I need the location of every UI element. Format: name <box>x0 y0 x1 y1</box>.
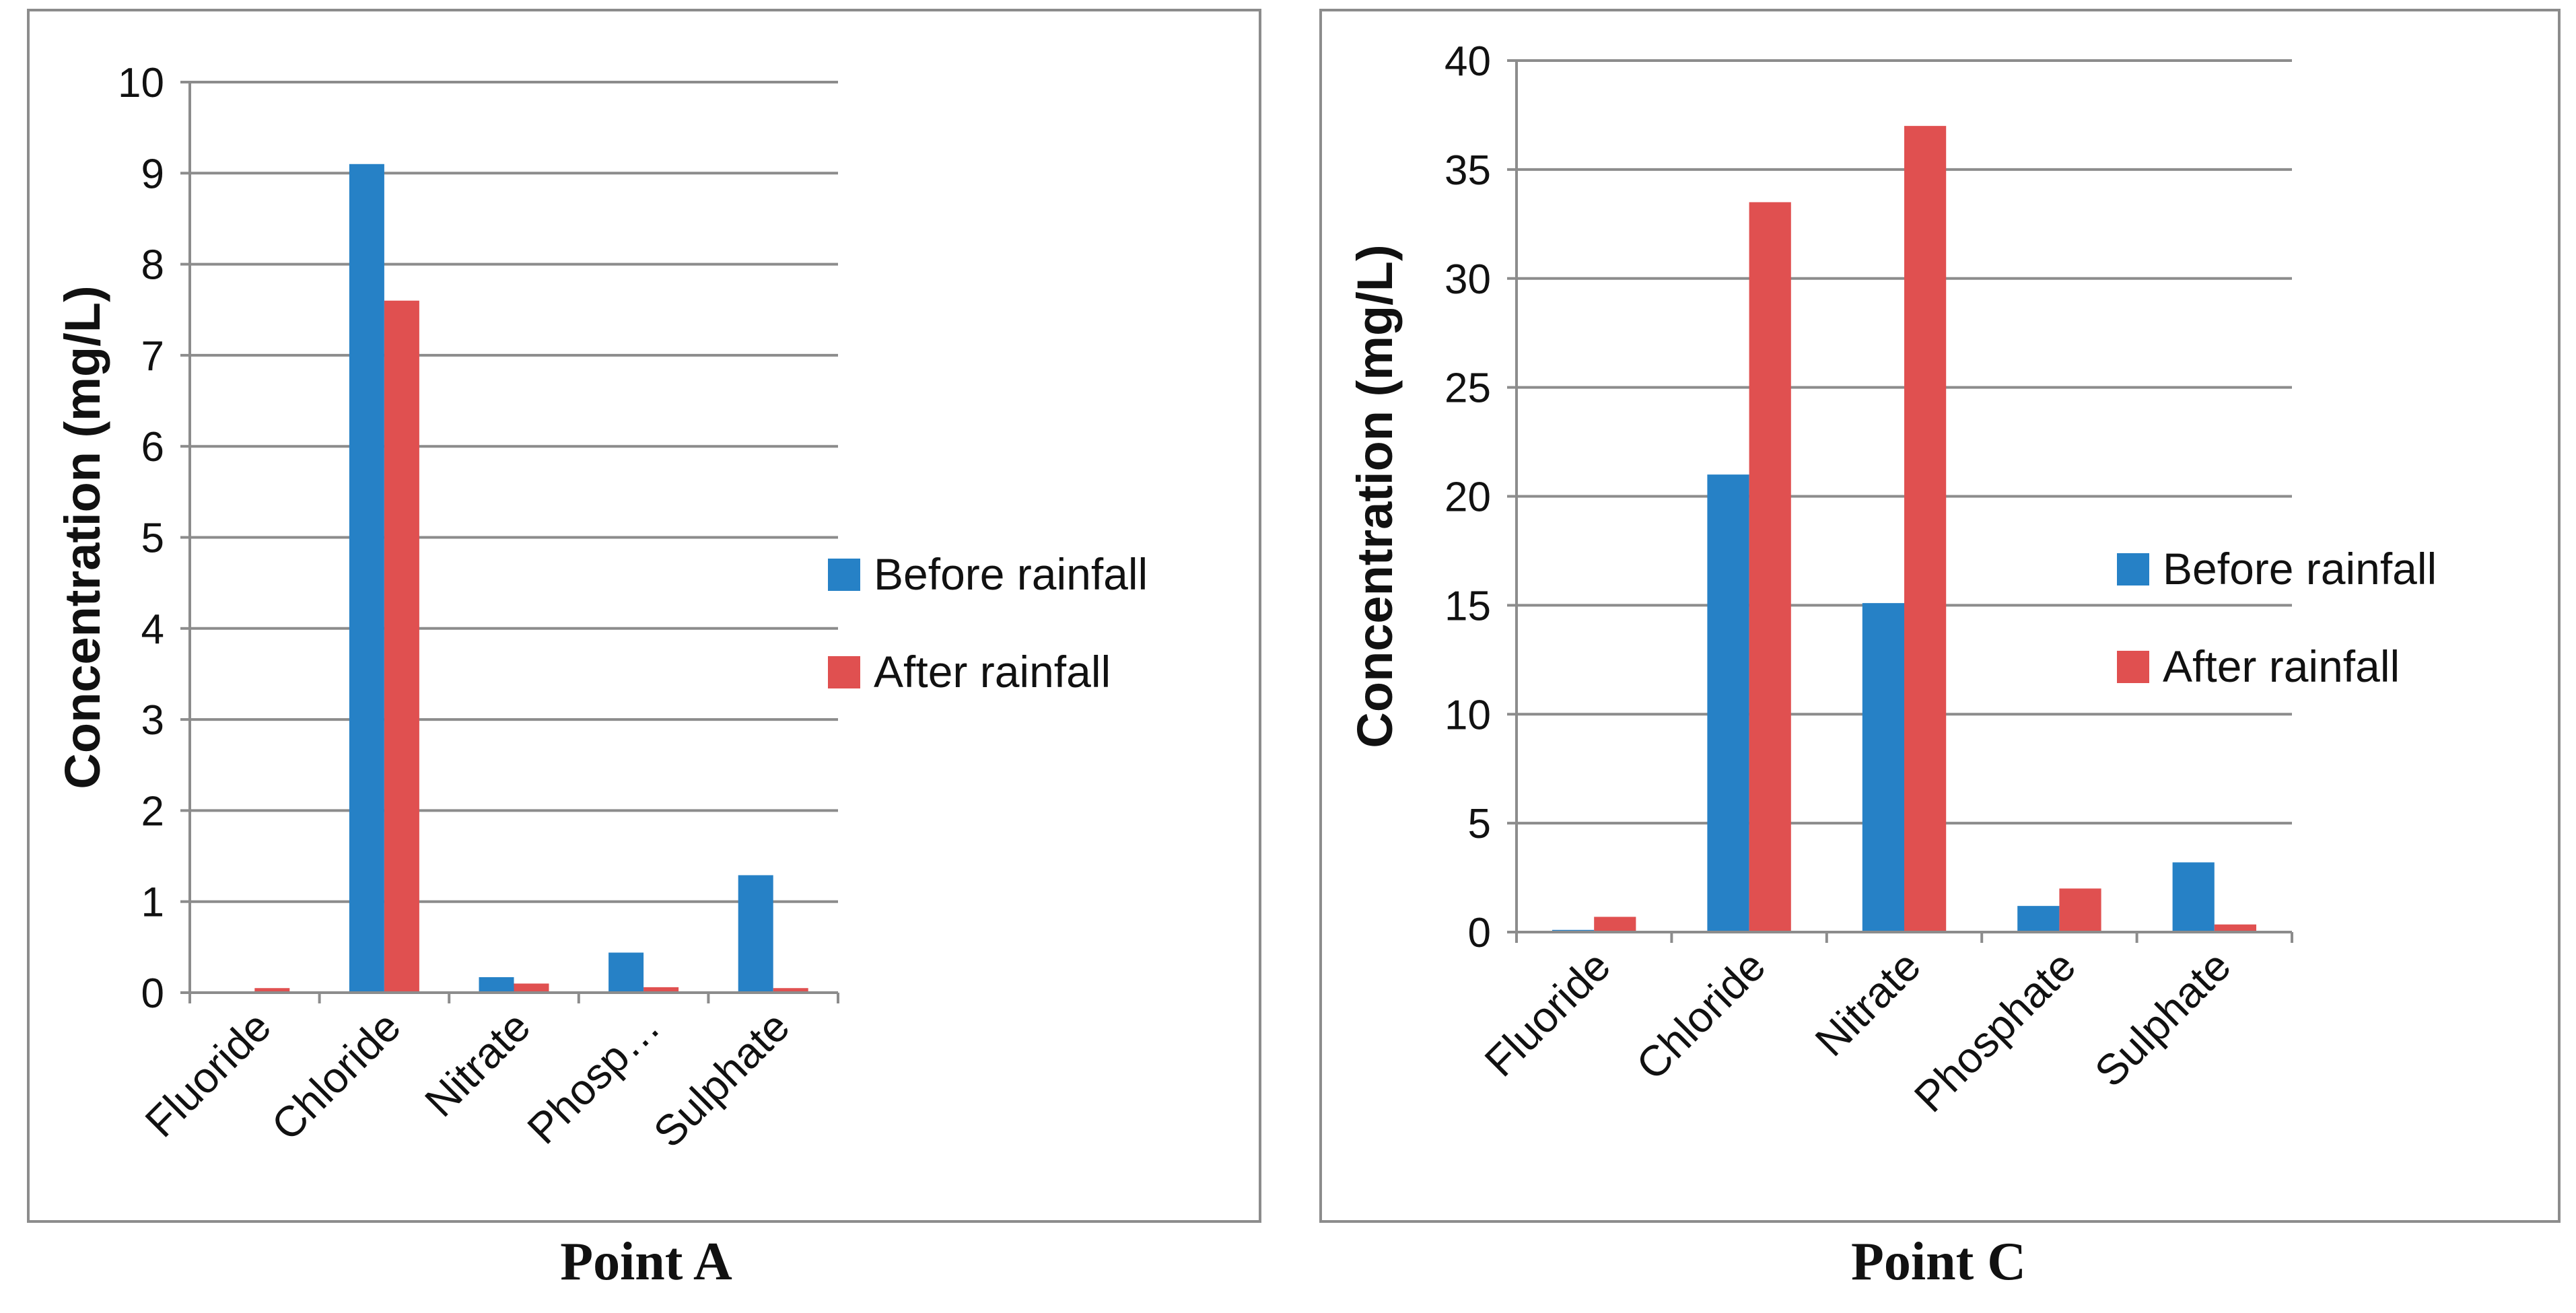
bar-before-2 <box>1862 603 1904 932</box>
chart-frame <box>1319 9 2561 1223</box>
y-tick-label-6: 30 <box>1444 256 1491 303</box>
y-tick-label-2: 2 <box>141 788 164 835</box>
y-tick-label-7: 7 <box>141 333 164 380</box>
bar-after-2 <box>514 983 549 993</box>
bar-before-4 <box>738 875 773 993</box>
y-tick-label-5: 5 <box>141 516 164 562</box>
x-category-label-3: Phosphate <box>1905 942 2085 1121</box>
bar-before-2 <box>479 977 514 993</box>
y-tick-label-8: 40 <box>1444 38 1491 85</box>
bar-before-1 <box>349 164 384 993</box>
legend-label-before: Before rainfall <box>874 549 1148 599</box>
y-tick-label-6: 6 <box>141 424 164 470</box>
bar-after-4 <box>2214 924 2257 932</box>
x-category-label-0: Fluoride <box>136 1002 280 1146</box>
y-tick-label-8: 8 <box>141 242 164 289</box>
legend-swatch-after <box>828 656 860 688</box>
x-category-label-0: Fluoride <box>1475 942 1620 1086</box>
bar-after-3 <box>643 987 679 993</box>
chart-frame <box>27 9 1261 1223</box>
y-tick-label-4: 20 <box>1444 474 1491 521</box>
x-category-label-3: Phosp… <box>518 1002 669 1153</box>
x-category-label-2: Nitrate <box>415 1002 539 1126</box>
y-tick-label-0: 0 <box>1468 910 1491 956</box>
x-category-label-2: Nitrate <box>1806 942 1930 1065</box>
y-tick-label-5: 25 <box>1444 365 1491 412</box>
y-tick-label-2: 10 <box>1444 692 1491 738</box>
legend-swatch-before <box>2117 553 2149 585</box>
bar-after-1 <box>384 300 419 993</box>
bar-after-0 <box>1594 917 1636 932</box>
legend-label-after: After rainfall <box>2163 641 2400 691</box>
caption-point-c: Point C <box>1851 1232 2026 1291</box>
y-tick-label-0: 0 <box>141 970 164 1017</box>
x-category-label-1: Chloride <box>1627 942 1774 1089</box>
y-tick-label-9: 9 <box>141 151 164 197</box>
y-tick-label-3: 3 <box>141 697 164 744</box>
legend-swatch-before <box>828 559 860 591</box>
y-axis-title: Concentration (mg/L) <box>1347 244 1403 748</box>
bar-after-2 <box>1904 126 1947 932</box>
bar-after-1 <box>1749 202 1791 932</box>
legend-swatch-after <box>2117 651 2149 683</box>
y-tick-label-1: 1 <box>141 880 164 926</box>
y-tick-label-7: 35 <box>1444 147 1491 194</box>
bar-after-3 <box>2059 888 2101 932</box>
bar-after-0 <box>254 988 290 993</box>
y-tick-label-10: 10 <box>118 60 164 106</box>
x-category-label-1: Chloride <box>262 1002 409 1149</box>
y-tick-label-4: 4 <box>141 606 164 653</box>
y-tick-label-3: 15 <box>1444 583 1491 629</box>
x-category-label-4: Sulphate <box>644 1002 799 1157</box>
x-category-label-4: Sulphate <box>2085 942 2240 1096</box>
bar-before-3 <box>2017 906 2060 932</box>
bar-before-1 <box>1707 474 1749 932</box>
chart-point-c: 0 5 10 15 20 25 30 35 40 Fluoride Chloride NitrateP… <box>1319 9 2561 1223</box>
bar-before-3 <box>608 952 644 993</box>
bar-before-4 <box>2172 862 2215 932</box>
bar-after-4 <box>773 988 808 993</box>
y-axis-title: Concentration (mg/L) <box>55 285 110 789</box>
legend-label-before: Before rainfall <box>2163 544 2437 594</box>
legend-label-after: After rainfall <box>874 647 1111 697</box>
y-tick-label-1: 5 <box>1468 801 1491 847</box>
caption-point-a: Point A <box>560 1232 732 1291</box>
